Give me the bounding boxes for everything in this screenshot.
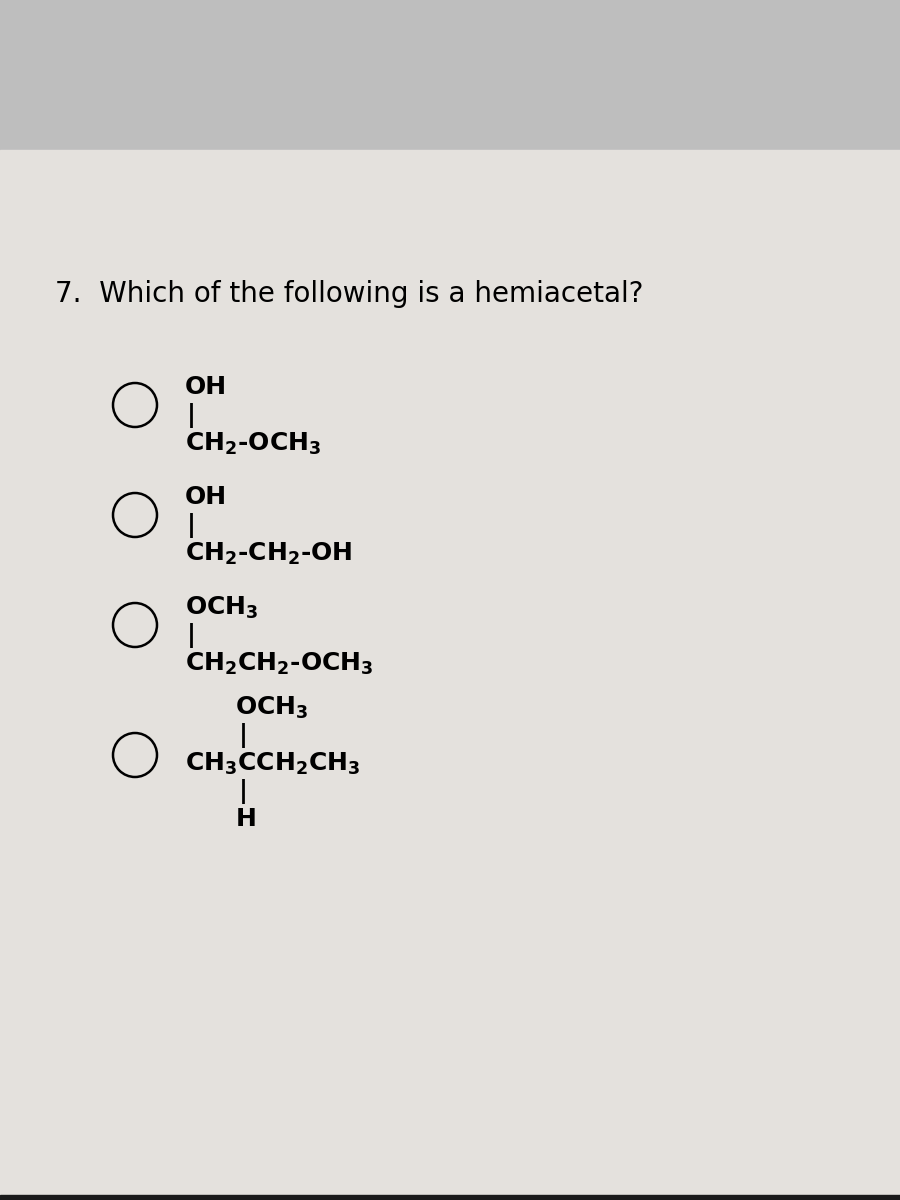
Bar (0, 0, 900, 150)
Text: $\mathregular{CH_2}$-$\mathregular{CH_2}$-OH: $\mathregular{CH_2}$-$\mathregular{CH_2}… (185, 541, 353, 568)
Text: 7.  Which of the following is a hemiacetal?: 7. Which of the following is a hemiaceta… (55, 280, 643, 308)
Text: |: | (239, 779, 248, 804)
Text: H: H (236, 806, 256, 830)
Text: |: | (187, 514, 196, 538)
Text: $\mathregular{CH_3CCH_2CH_3}$: $\mathregular{CH_3CCH_2CH_3}$ (185, 751, 360, 778)
Text: OH: OH (185, 485, 227, 509)
Text: |: | (187, 623, 196, 648)
Text: |: | (187, 403, 196, 428)
Text: $\mathregular{OCH_3}$: $\mathregular{OCH_3}$ (185, 595, 258, 622)
Bar (0, 1195, 900, 1200)
Text: $\mathregular{OCH_3}$: $\mathregular{OCH_3}$ (235, 695, 309, 721)
Text: |: | (239, 722, 248, 748)
Text: $\mathregular{CH_2CH_2}$-$\mathregular{OCH_3}$: $\mathregular{CH_2CH_2}$-$\mathregular{O… (185, 650, 374, 677)
Text: OH: OH (185, 374, 227, 398)
Text: $\mathregular{CH_2}$-$\mathregular{OCH_3}$: $\mathregular{CH_2}$-$\mathregular{OCH_3… (185, 431, 321, 457)
Bar (0, 150, 900, 1200)
